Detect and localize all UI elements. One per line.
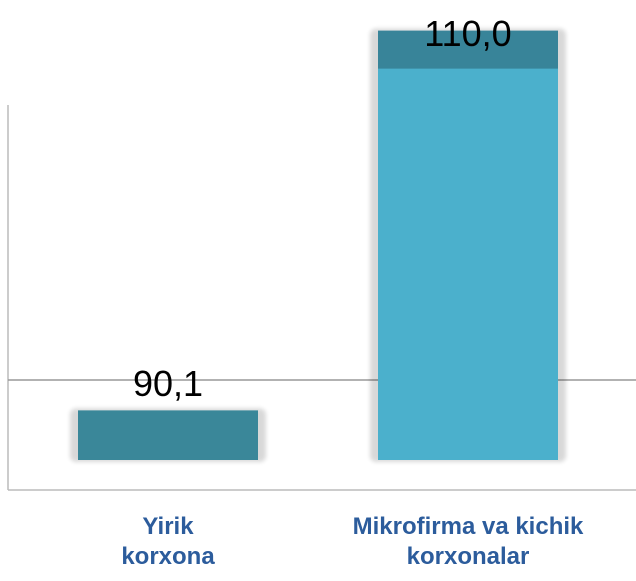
value-label: 90,1 xyxy=(133,363,203,404)
bar xyxy=(378,30,558,460)
x-tick-label: Mikrofirma va kichik korxonalar xyxy=(352,513,584,570)
bar xyxy=(78,410,258,460)
x-tick-label: Yirik korxona xyxy=(121,513,215,570)
value-label: 110,0 xyxy=(424,13,511,54)
bar-cap xyxy=(378,30,558,69)
